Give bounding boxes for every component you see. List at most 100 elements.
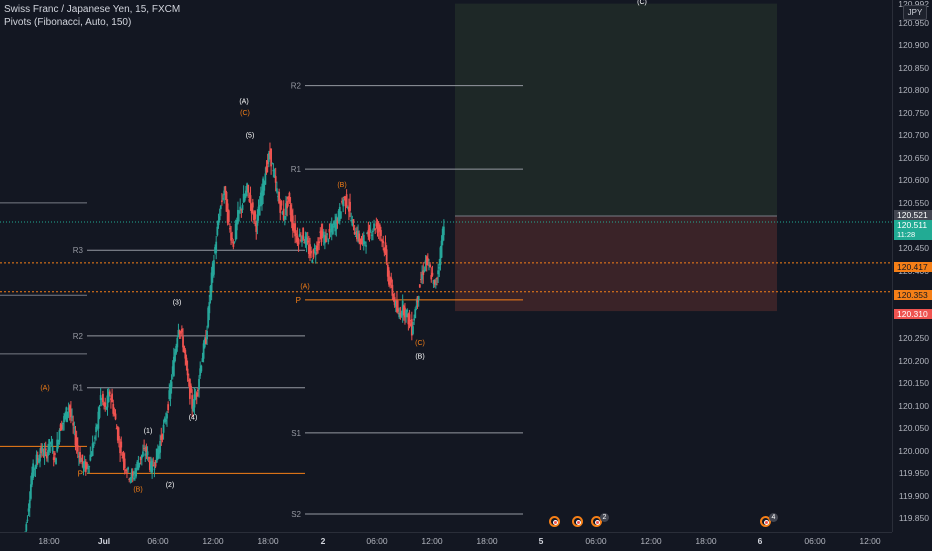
candle-body: [184, 350, 186, 359]
candle-body: [59, 430, 61, 442]
pivot-label: R1: [291, 165, 302, 174]
event-count-badge: 2: [600, 513, 609, 522]
candle-body: [71, 416, 73, 417]
candle-body: [391, 285, 393, 296]
candle-body: [264, 173, 266, 184]
candle-body: [159, 441, 161, 453]
candle-body: [129, 478, 131, 480]
candle-body: [152, 465, 154, 466]
candle-body: [380, 230, 382, 236]
candle-body: [27, 520, 29, 521]
economic-event-icon[interactable]: [549, 516, 560, 527]
candle-body: [182, 336, 184, 347]
candle-body: [353, 219, 355, 223]
candle-body: [271, 163, 273, 164]
candle-body: [125, 470, 127, 471]
candle-body: [148, 457, 150, 458]
time-tick: 12:00: [421, 536, 442, 546]
candle-body: [274, 175, 276, 176]
candle-body: [295, 233, 297, 235]
wave-label: (C): [415, 340, 425, 347]
candle-body: [105, 407, 107, 408]
time-tick: 18:00: [476, 536, 497, 546]
time-tick: 06:00: [585, 536, 606, 546]
symbol-legend[interactable]: Swiss Franc / Japanese Yen, 15, FXCM: [4, 4, 180, 15]
candle-body: [250, 195, 252, 203]
candle-body: [268, 153, 270, 162]
candle-body: [111, 394, 113, 402]
candle-body: [313, 250, 315, 258]
candle-body: [299, 234, 301, 237]
event-count-badge: 4: [769, 513, 778, 522]
candle-body: [327, 239, 329, 242]
candle-body: [310, 251, 312, 253]
candle-body: [326, 234, 328, 235]
candle-body: [126, 473, 128, 474]
candle-body: [229, 228, 231, 229]
time-tick: 12:00: [859, 536, 880, 546]
candle-body: [231, 238, 233, 239]
price-tick: 120.800: [898, 85, 929, 95]
candle-body: [197, 390, 199, 391]
candle-body: [371, 235, 373, 236]
pivot-label: P: [78, 469, 83, 478]
candle-body: [276, 188, 278, 191]
price-tick: 120.750: [898, 108, 929, 118]
price-tick: 120.450: [898, 243, 929, 253]
candle-body: [435, 284, 437, 285]
candle-body: [242, 205, 244, 210]
candle-body: [286, 201, 288, 208]
candle-body: [325, 236, 327, 243]
candle-body: [146, 447, 148, 452]
candle-body: [139, 463, 141, 464]
candle-body: [147, 451, 149, 455]
candle-body: [272, 170, 274, 171]
candle-body: [41, 447, 43, 451]
candle-body: [151, 461, 153, 473]
candle-body: [93, 445, 95, 446]
wave-label: (4): [189, 414, 198, 421]
candle-body: [266, 166, 268, 173]
candle-body: [318, 241, 320, 243]
candle-body: [32, 463, 34, 477]
candle-body: [316, 246, 318, 252]
candle-body: [424, 270, 426, 272]
candle-body: [342, 199, 344, 206]
candle-body: [115, 414, 117, 420]
candle-body: [187, 369, 189, 376]
candle-body: [198, 379, 200, 389]
candle-body: [104, 402, 106, 407]
price-tick: 119.900: [899, 491, 929, 501]
candle-body: [438, 267, 440, 268]
wave-label: (A): [40, 385, 49, 392]
candle-body: [143, 448, 145, 449]
candle-body: [230, 233, 232, 241]
indicator-legend[interactable]: Pivots (Fibonacci, Auto, 150): [4, 17, 131, 28]
candle-body: [67, 412, 69, 417]
candle-body: [278, 192, 280, 203]
economic-event-icon[interactable]: [572, 516, 583, 527]
candle-body: [112, 404, 114, 414]
time-tick: 06:00: [147, 536, 168, 546]
candle-body: [102, 394, 104, 402]
candle-body: [28, 508, 30, 511]
price-tick: 120.550: [898, 198, 929, 208]
wave-label: (2): [166, 482, 175, 489]
candle-body: [63, 416, 65, 422]
price-chart[interactable]: R3R2R1PR2R1PS1S2(A)(B)(1)(2)(3)(4)(A)(C)…: [0, 0, 892, 532]
candle-body: [397, 308, 399, 311]
candle-body: [174, 352, 176, 361]
candle-body: [86, 462, 88, 468]
candle-body: [200, 366, 202, 372]
orange-line-2-label: 120.353: [894, 290, 932, 300]
candle-body: [436, 278, 438, 279]
currency-badge[interactable]: JPY: [903, 5, 927, 20]
wave-label: (B): [415, 353, 424, 360]
price-tick: 119.850: [899, 513, 929, 523]
candle-body: [238, 211, 240, 214]
candle-body: [332, 226, 334, 234]
time-tick: 06:00: [366, 536, 387, 546]
